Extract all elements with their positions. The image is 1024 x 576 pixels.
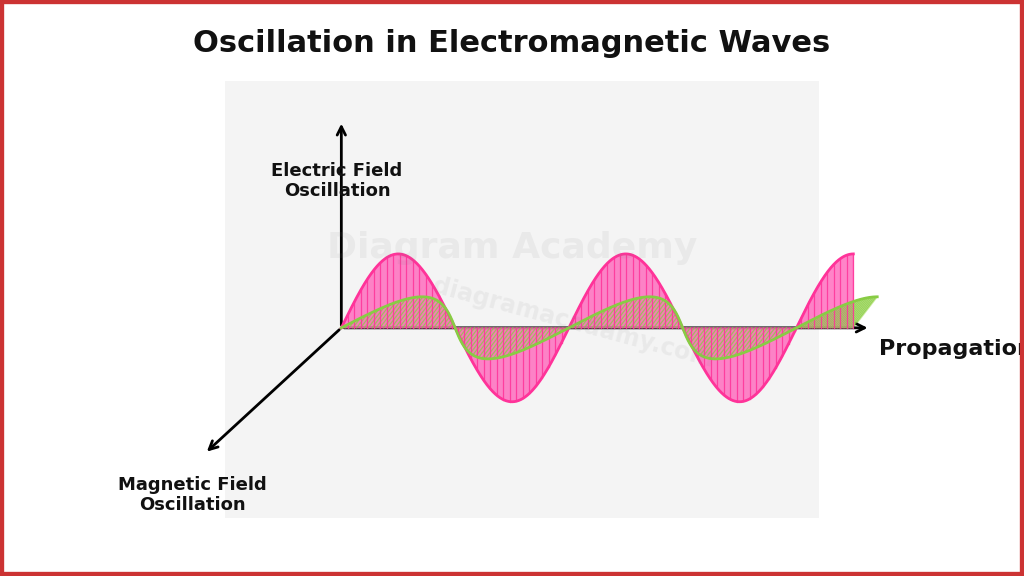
Text: Electric Field
Oscillation: Electric Field Oscillation [271, 161, 402, 200]
Polygon shape [683, 328, 797, 359]
Text: Magnetic Field
Oscillation: Magnetic Field Oscillation [118, 476, 266, 514]
Text: Diagram Academy: Diagram Academy [327, 230, 697, 265]
Text: Oscillation in Electromagnetic Waves: Oscillation in Electromagnetic Waves [194, 29, 830, 58]
Polygon shape [341, 297, 455, 328]
Text: diagramacadamy.com: diagramacadamy.com [430, 274, 717, 372]
Text: Propagation: Propagation [879, 339, 1024, 358]
Polygon shape [456, 328, 568, 359]
Polygon shape [569, 297, 683, 328]
Polygon shape [797, 297, 878, 328]
